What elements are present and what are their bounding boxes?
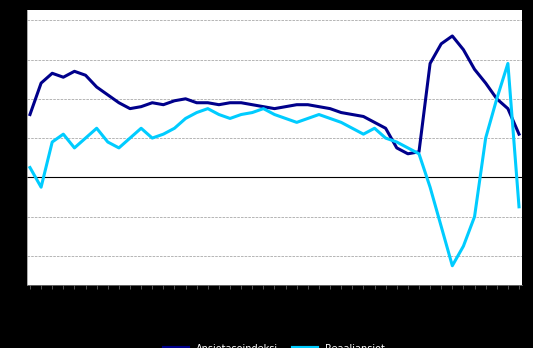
Legend: Ansiotasoindeksi, Reaaliansiot: Ansiotasoindeksi, Reaaliansiot bbox=[160, 340, 389, 348]
